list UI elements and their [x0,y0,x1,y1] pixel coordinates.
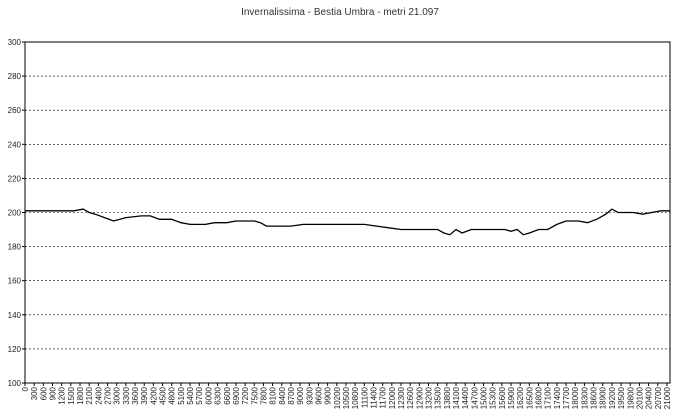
x-tick-label: 18300 [580,386,589,409]
x-tick-label: 3600 [131,386,140,404]
x-tick-label: 10200 [333,386,342,409]
x-tick-label: 6000 [204,386,213,404]
x-tick-label: 2700 [104,386,113,404]
x-tick-label: 1800 [76,386,85,404]
y-tick-label: 160 [8,277,22,286]
x-tick-label: 14400 [461,386,470,409]
x-tick-label: 9300 [305,386,314,404]
x-tick-label: 9900 [324,386,333,404]
x-tick-label: 15900 [507,386,516,409]
x-tick-label: 1200 [58,386,67,404]
x-tick-label: 13500 [434,386,443,409]
y-axis: 100 120 140 160 180 200 220 240 260 280 300 [8,38,25,388]
x-tick-label: 12000 [388,386,397,409]
chart-title: Invernalissima - Bestia Umbra - metri 21… [241,7,439,18]
x-tick-label: 7800 [259,386,268,404]
x-tick-label: 19200 [608,386,617,409]
x-tick-label: 11700 [379,386,388,408]
x-tick-label: 18000 [571,386,580,409]
x-tick-label: 4200 [149,386,158,404]
x-tick-label: 17100 [544,386,553,409]
x-tick-label: 20700 [654,386,663,409]
x-tick-label: 18900 [599,386,608,409]
x-tick-label: 600 [39,386,48,400]
x-tick-label: 7500 [250,386,259,404]
y-tick-label: 220 [8,174,22,183]
x-tick-label: 2400 [94,386,103,404]
x-tick-label: 14700 [470,386,479,409]
x-tick-label: 13800 [443,386,452,409]
y-tick-label: 200 [8,209,22,218]
x-tick-label: 300 [30,386,39,400]
x-tick-label: 7200 [241,386,250,404]
y-tick-label: 180 [8,243,22,252]
x-tick-label: 16500 [525,386,534,409]
x-tick-label: 6600 [223,386,232,404]
x-tick-label: 8400 [278,386,287,404]
x-tick-label: 3300 [122,386,131,404]
x-tick-label: 19800 [626,386,635,409]
x-tick-label: 8700 [287,386,296,404]
x-tick-label: 0 [21,386,30,391]
x-tick-label: 14100 [452,386,461,409]
y-tick-label: 120 [8,345,22,354]
x-tick-label: 3000 [113,386,122,404]
x-tick-label: 19500 [617,386,626,409]
x-tick-label: 11100 [360,386,369,408]
x-tick-label: 17400 [553,386,562,409]
y-tick-label: 260 [8,106,22,115]
x-tick-label: 12900 [415,386,424,409]
y-tick-label: 100 [8,379,22,388]
x-tick-label: 3900 [140,386,149,404]
x-tick-label: 10800 [351,386,360,409]
x-tick-label: 6900 [232,386,241,404]
x-tick-label: 12600 [406,386,415,409]
series-line [25,208,670,236]
x-tick-label: 20100 [635,386,644,409]
y-tick-label: 300 [8,38,22,47]
x-tick-label: 6300 [214,386,223,404]
x-tick-label: 900 [49,386,58,400]
x-axis: 0 300 600 900 1200 1500 1800 2100 2400 2700 3000 33… [21,383,672,409]
x-tick-label: 12300 [397,386,406,409]
x-tick-label: 11400 [369,386,378,408]
x-tick-label: 13200 [425,386,434,409]
x-tick-label: 4800 [168,386,177,404]
x-tick-label: 8100 [269,386,278,404]
x-tick-label: 9600 [314,386,323,404]
x-tick-label: 16800 [535,386,544,409]
grid-lines [25,75,670,350]
x-tick-label: 5700 [195,386,204,404]
x-tick-label: 5400 [186,386,195,404]
x-tick-label: 5100 [177,386,186,404]
x-tick-label: 15000 [480,386,489,409]
y-tick-label: 140 [8,311,22,320]
x-tick-label: 4500 [159,386,168,404]
x-tick-label: 9000 [296,386,305,404]
x-tick-label: 20400 [645,386,654,409]
x-tick-label: 2100 [85,386,94,404]
x-tick-label: 10500 [342,386,351,409]
x-tick-label: 15600 [498,386,507,409]
x-tick-label: 18600 [590,386,599,409]
y-tick-label: 240 [8,140,22,149]
y-tick-label: 280 [8,72,22,81]
x-tick-label: 21000 [663,386,672,409]
x-tick-label: 16200 [516,386,525,409]
x-tick-label: 17700 [562,386,571,409]
x-tick-label: 15300 [489,386,498,409]
x-tick-label: 1500 [67,386,76,404]
